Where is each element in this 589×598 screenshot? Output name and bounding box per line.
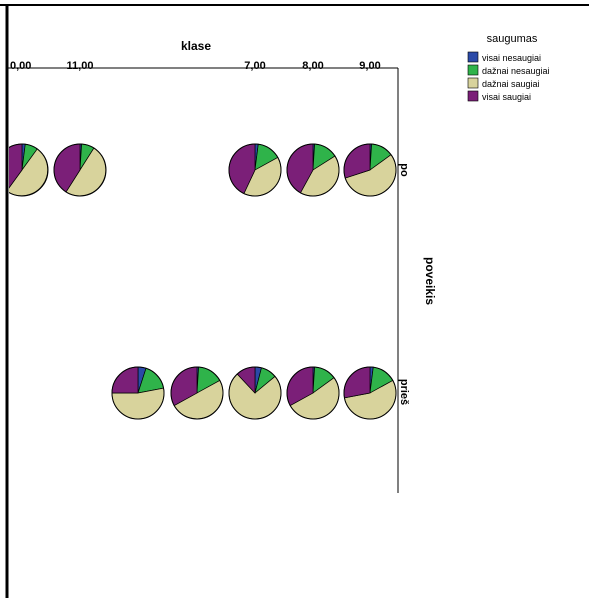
y-axis-title: poveikis: [423, 257, 437, 305]
legend-label: visai saugiai: [482, 92, 531, 102]
pie-outline: [53, 143, 107, 197]
x-tick-label: 11,00: [67, 60, 94, 72]
legend-label: dažnai saugiai: [482, 79, 540, 89]
legend-swatch-daznai-saugiai: [467, 77, 479, 89]
pie-outline: [111, 366, 165, 420]
pie-outline: [228, 143, 282, 197]
pie-outline: [286, 366, 340, 420]
pie: [286, 366, 340, 420]
x-tick-label: 8,00: [302, 60, 323, 72]
pie: [228, 366, 282, 420]
x-tick-label: 0,00: [10, 60, 31, 72]
pie: [170, 366, 224, 420]
pie-markers: [9, 143, 397, 420]
pie: [53, 143, 107, 197]
pie-outline: [343, 366, 397, 420]
x-tick-label: 7,00: [244, 60, 265, 72]
pie-outline: [343, 143, 397, 197]
legend-title: saugumas: [487, 33, 538, 45]
x-axis-title: klase: [181, 39, 211, 53]
y-tick-label: prieš: [398, 379, 410, 405]
legend-swatch-daznai-nesaugiai: [467, 64, 479, 76]
pie-slice: [343, 366, 371, 399]
pie-outline: [286, 143, 340, 197]
legend-label: visai nesaugiai: [482, 53, 541, 63]
y-tick-label: po: [398, 163, 410, 177]
legend: saugumas visai nesaugiai dažnai nesaugia…: [467, 33, 550, 102]
pie-outline: [9, 143, 49, 197]
pie: [111, 366, 165, 420]
pie-outline: [228, 366, 282, 420]
pie-outline: [170, 366, 224, 420]
legend-swatch-visai-nesaugiai: [467, 51, 479, 63]
x-tick-label: 9,00: [359, 60, 380, 72]
pie: [9, 143, 49, 197]
legend-label: dažnai nesaugiai: [482, 66, 550, 76]
pie: [286, 143, 340, 197]
pie: [228, 143, 282, 197]
pie: [343, 366, 397, 420]
pie: [343, 143, 397, 197]
legend-swatch-visai-saugiai: [467, 90, 479, 102]
